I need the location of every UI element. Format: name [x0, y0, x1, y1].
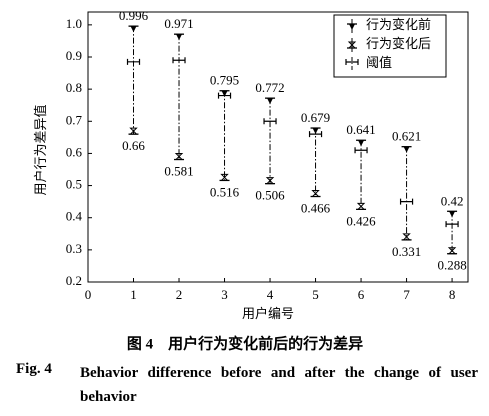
marker-after — [174, 153, 184, 161]
value-label: 0.466 — [301, 200, 331, 215]
value-label: 0.288 — [437, 258, 466, 273]
caption-cn: 图 4 用户行为变化前后的行为差异 — [127, 334, 363, 352]
y-tick-label: 0.8 — [66, 80, 82, 95]
value-label: 0.66 — [122, 138, 145, 153]
x-tick-label: 8 — [449, 287, 456, 302]
marker-after — [402, 233, 411, 241]
x-tick-label: 6 — [358, 287, 365, 302]
x-tick-label: 7 — [403, 287, 410, 302]
marker-threshold — [217, 92, 232, 99]
plot-frame — [87, 11, 469, 283]
marker-threshold — [263, 118, 277, 125]
y-tick-label: 0.5 — [66, 177, 82, 192]
marker-before — [176, 34, 183, 41]
value-label: 0.679 — [301, 110, 330, 125]
marker-before — [312, 128, 319, 135]
legend-label: 行为变化前 — [366, 17, 431, 32]
marker-threshold — [172, 57, 186, 64]
marker-after — [129, 127, 138, 135]
marker-after — [265, 177, 275, 185]
marker-threshold — [345, 59, 359, 65]
value-label: 0.795 — [210, 73, 239, 88]
marker-threshold — [354, 147, 368, 154]
marker-before — [358, 140, 365, 147]
marker-before — [267, 98, 274, 105]
x-tick-label: 2 — [176, 287, 183, 302]
value-label: 0.621 — [392, 129, 421, 144]
x-tick-label: 5 — [312, 287, 319, 302]
marker-after — [220, 173, 229, 181]
y-axis-label: 用户行为差异值 — [33, 104, 48, 195]
marker-before — [221, 90, 228, 97]
value-label: 0.42 — [441, 193, 464, 208]
y-tick-label: 0.9 — [66, 48, 82, 63]
x-tick-label: 3 — [221, 287, 228, 302]
value-label: 0.331 — [392, 244, 421, 259]
x-tick-label: 0 — [85, 287, 92, 302]
legend-label: 行为变化后 — [366, 36, 431, 51]
marker-after — [356, 202, 366, 210]
value-label: 0.996 — [119, 8, 149, 23]
value-label: 0.772 — [255, 80, 284, 95]
caption-label: Fig. 4 — [16, 361, 52, 377]
caption-en: Behavior difference before and after the… — [80, 365, 478, 405]
x-tick-label: 1 — [130, 287, 137, 302]
y-tick-label: 0.4 — [66, 209, 83, 224]
marker-threshold — [399, 198, 414, 205]
marker-before — [403, 146, 410, 153]
marker-threshold — [126, 58, 141, 65]
y-tick-label: 0.6 — [66, 144, 83, 159]
value-label: 0.516 — [210, 184, 240, 199]
value-label: 0.426 — [346, 213, 376, 228]
marker-before — [349, 24, 355, 30]
y-tick-label: 0.7 — [66, 112, 83, 127]
x-axis-label: 用户编号 — [242, 306, 294, 321]
value-label: 0.641 — [346, 122, 375, 137]
x-tick-label: 4 — [267, 287, 274, 302]
marker-before — [449, 211, 456, 218]
marker-after — [347, 41, 357, 49]
value-label: 0.581 — [164, 164, 193, 179]
value-label: 0.971 — [164, 16, 193, 31]
marker-threshold — [308, 131, 323, 138]
marker-after — [311, 190, 320, 197]
y-tick-label: 0.2 — [66, 273, 82, 288]
marker-before — [130, 26, 137, 33]
marker-after — [447, 247, 457, 255]
y-tick-label: 1.0 — [66, 16, 82, 31]
y-tick-label: 0.3 — [66, 241, 82, 256]
marker-threshold — [445, 221, 459, 228]
value-label: 0.506 — [255, 188, 285, 203]
legend-label: 阈值 — [366, 55, 392, 70]
